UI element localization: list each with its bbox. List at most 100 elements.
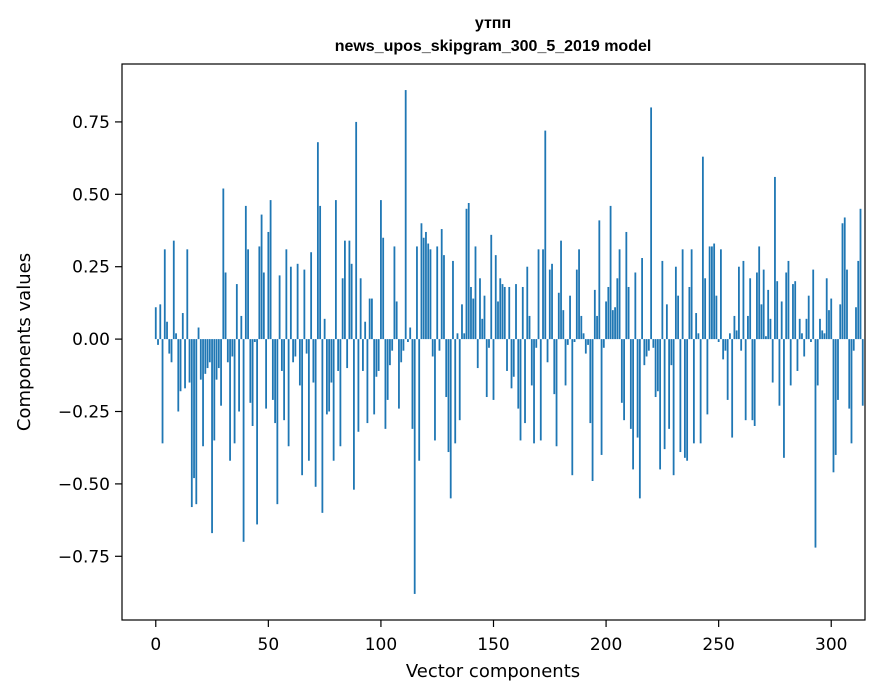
bar — [244, 205, 247, 340]
bar — [494, 255, 497, 340]
bar — [161, 339, 164, 444]
x-axis-label: Vector components — [406, 661, 580, 682]
bar — [332, 339, 335, 461]
y-tick-label: 0.50 — [72, 185, 110, 205]
bar — [837, 339, 839, 400]
bar — [794, 281, 797, 340]
bar — [771, 339, 774, 383]
bar — [499, 278, 502, 340]
bar — [803, 339, 806, 357]
bar — [663, 339, 666, 450]
bar — [602, 339, 605, 348]
bar — [362, 339, 364, 371]
bar — [512, 339, 515, 377]
bar — [519, 339, 522, 441]
bar — [436, 246, 439, 340]
bar — [859, 208, 862, 340]
bar — [596, 315, 598, 340]
bar — [571, 339, 574, 476]
bar — [557, 292, 560, 340]
bar — [551, 263, 553, 340]
bar — [792, 284, 794, 340]
y-tick-label: 0.00 — [72, 330, 110, 350]
bar — [600, 339, 603, 455]
bar — [366, 339, 369, 424]
bar — [575, 269, 578, 340]
bar — [325, 339, 328, 415]
bar — [188, 339, 191, 383]
bar — [260, 214, 263, 340]
bar — [395, 301, 398, 340]
bar — [181, 313, 184, 340]
bar — [683, 339, 686, 458]
bar — [240, 315, 243, 340]
bar — [756, 272, 758, 340]
bar — [855, 307, 857, 340]
bar — [353, 339, 355, 490]
bar — [170, 339, 173, 363]
bar — [168, 339, 171, 354]
bar — [488, 339, 490, 348]
bar — [208, 339, 211, 363]
x-tick-label: 100 — [365, 635, 397, 655]
bar — [812, 269, 815, 340]
bar — [452, 260, 454, 340]
bar — [607, 286, 610, 340]
bar — [699, 339, 702, 444]
bar — [472, 298, 475, 340]
bar — [711, 246, 713, 340]
bar — [235, 284, 238, 340]
bar — [418, 339, 421, 461]
bar — [546, 339, 549, 363]
bar — [305, 339, 308, 354]
bar — [391, 339, 394, 351]
bar — [285, 249, 288, 340]
y-axis-ticks: 0.75 0.50 0.25 0.00 −0.25 −0.50 −0.75 — [58, 113, 122, 567]
bar — [474, 246, 477, 340]
y-tick-label: −0.75 — [58, 547, 110, 567]
plot-frame — [121, 63, 866, 621]
bar — [470, 286, 472, 340]
bar — [720, 249, 722, 340]
bar — [508, 286, 511, 340]
bar — [346, 339, 349, 369]
bar — [819, 318, 821, 340]
bar — [564, 339, 567, 386]
bar — [175, 333, 177, 340]
bar — [584, 339, 587, 354]
bar — [159, 304, 162, 340]
bar — [726, 339, 729, 400]
bar — [407, 339, 409, 342]
bar — [251, 339, 254, 426]
bar — [253, 339, 256, 342]
bar — [560, 240, 562, 340]
bar — [461, 304, 463, 340]
bar — [483, 295, 486, 340]
bar — [742, 260, 745, 340]
bar — [501, 284, 504, 340]
bar — [314, 339, 317, 487]
bar — [701, 156, 704, 340]
bar — [256, 339, 258, 525]
x-tick-label: 250 — [702, 635, 734, 655]
bar — [393, 246, 396, 340]
bar — [767, 289, 770, 340]
bar — [787, 260, 790, 340]
bar — [217, 339, 220, 369]
bar — [807, 295, 810, 340]
bar — [337, 339, 340, 371]
bar — [389, 339, 391, 366]
bar — [215, 339, 218, 380]
bar — [548, 269, 551, 340]
bar — [672, 339, 675, 476]
bar — [404, 90, 407, 340]
bar — [409, 327, 412, 340]
bar — [850, 339, 853, 444]
bar — [789, 339, 792, 386]
bar — [814, 339, 817, 548]
bar — [226, 339, 229, 363]
bar — [724, 339, 727, 351]
bar — [661, 260, 664, 340]
bar — [542, 249, 544, 340]
